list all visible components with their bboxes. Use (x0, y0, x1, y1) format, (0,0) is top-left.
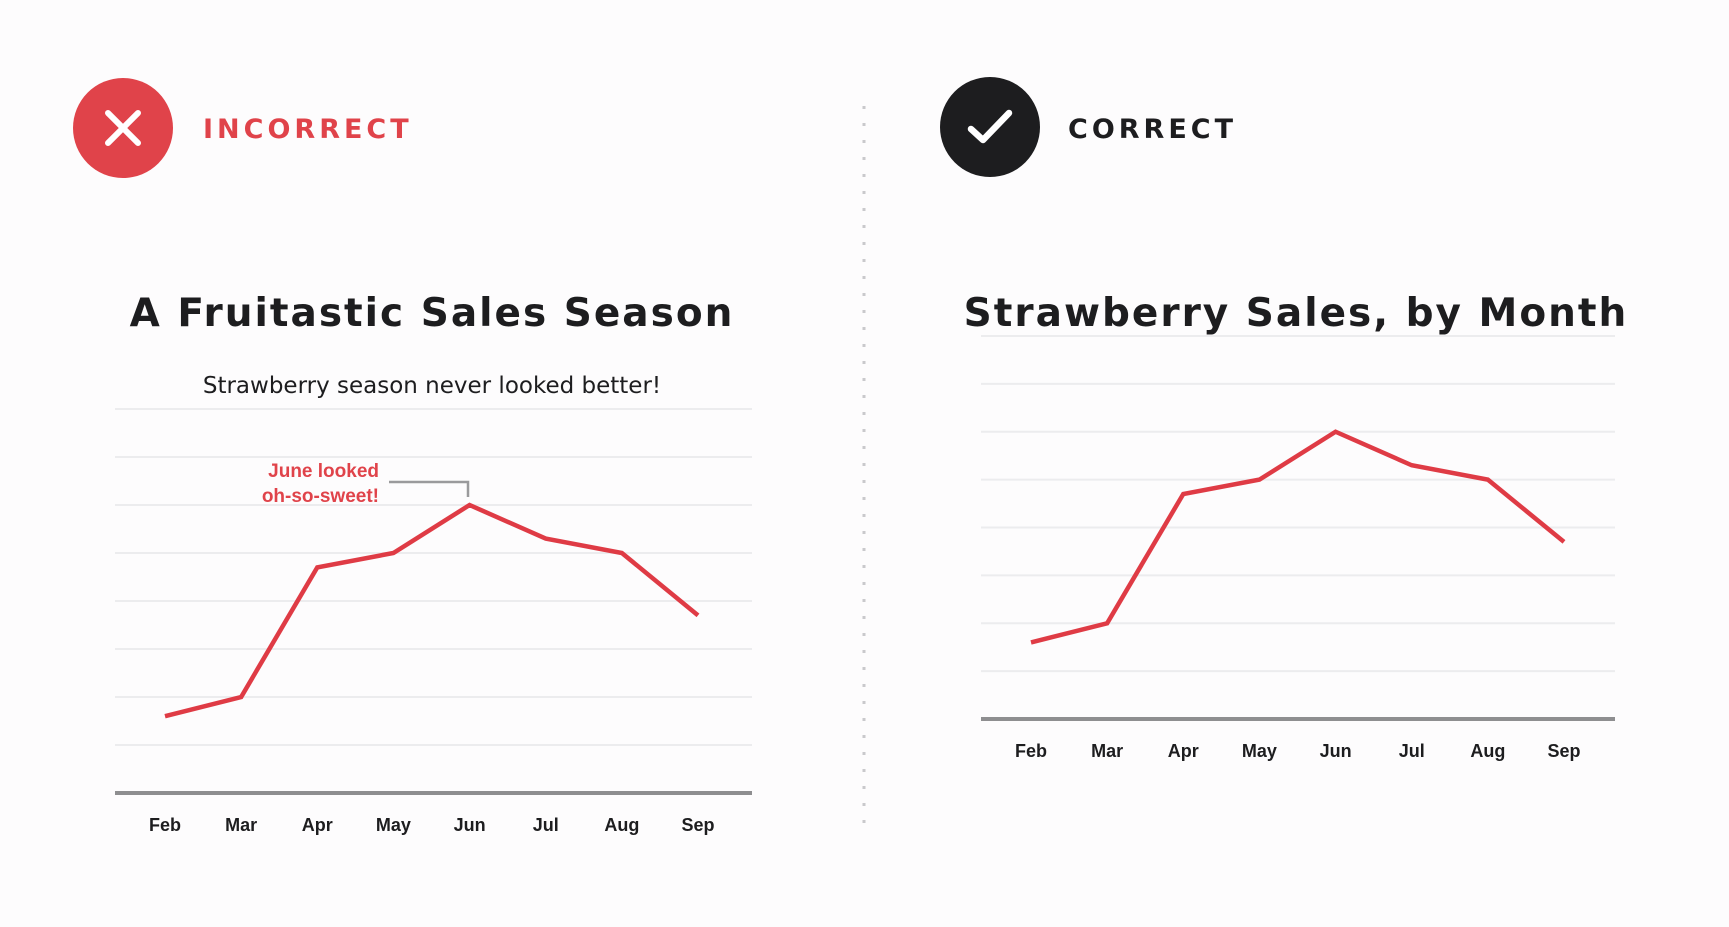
annotation-bracket (389, 480, 470, 497)
annotation-text-line2: oh-so-sweet! (262, 486, 379, 507)
x-tick-label: Apr (302, 815, 333, 835)
incorrect-chart-title: A Fruitastic Sales Season (129, 291, 735, 336)
x-tick-label: Mar (225, 815, 257, 835)
incorrect-badge (73, 78, 173, 178)
dotted-divider (862, 106, 866, 832)
sales-line (164, 502, 700, 719)
x-tick-label: Aug (604, 815, 639, 835)
incorrect-label: INCORRECT (203, 114, 413, 145)
annotation-text-line1: June looked (268, 461, 379, 482)
x-tick-label: Jun (1320, 741, 1352, 761)
x-tick-label: Jul (1399, 741, 1425, 761)
x-tick-label: May (376, 815, 411, 835)
x-tick-label: Mar (1091, 741, 1123, 761)
x-tick-label: Sep (1547, 741, 1580, 761)
correct-label: CORRECT (1068, 114, 1238, 145)
correct-badge (940, 77, 1040, 177)
close-x-icon (105, 110, 141, 146)
x-tick-label: Sep (681, 815, 714, 835)
x-tick-label: May (1242, 741, 1277, 761)
x-tick-label: Jul (533, 815, 559, 835)
incorrect-chart-subtitle: Strawberry season never looked better! (202, 373, 662, 399)
sales-line (1030, 429, 1566, 645)
x-tick-label: Feb (1015, 741, 1047, 761)
x-tick-label: Jun (454, 815, 486, 835)
correct-chart-title: Strawberry Sales, by Month (963, 291, 1629, 336)
x-tick-label: Feb (149, 815, 181, 835)
checkmark-icon (967, 109, 1013, 144)
x-tick-label: Aug (1470, 741, 1505, 761)
x-tick-label: Apr (1168, 741, 1199, 761)
